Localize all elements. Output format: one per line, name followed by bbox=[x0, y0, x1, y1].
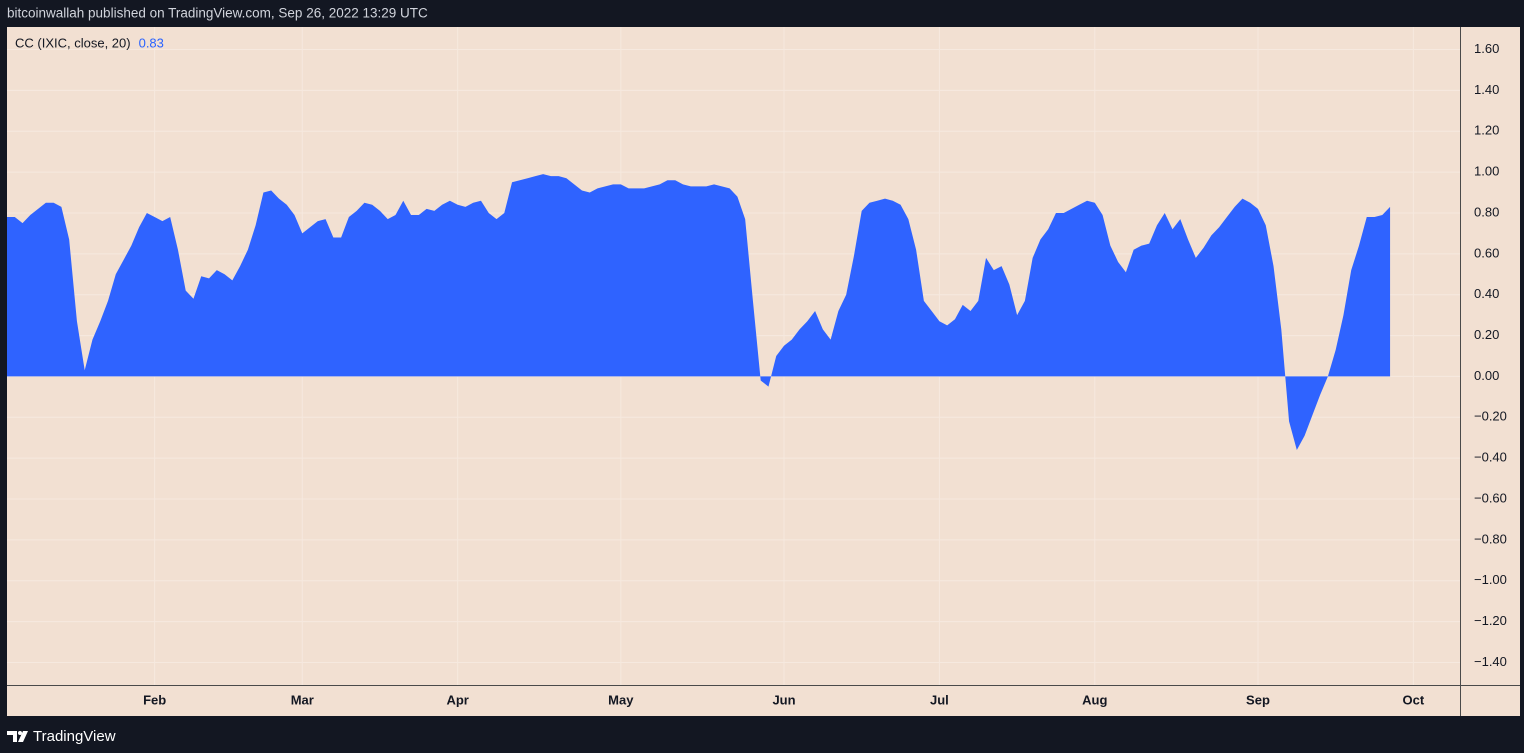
y-tick-label: 1.40 bbox=[1474, 82, 1499, 97]
y-tick-label: 1.60 bbox=[1474, 41, 1499, 56]
y-tick-label: 1.20 bbox=[1474, 123, 1499, 138]
plot bbox=[7, 174, 1391, 450]
y-tick-label: 0.60 bbox=[1474, 245, 1499, 260]
logo-mark bbox=[7, 731, 17, 742]
brand-name: TradingView bbox=[33, 728, 116, 745]
y-tick-label: −1.40 bbox=[1474, 654, 1507, 669]
indicator-value: 0.83 bbox=[139, 35, 164, 50]
y-tick-label: −0.60 bbox=[1474, 490, 1507, 505]
y-tick-label: 0.00 bbox=[1474, 368, 1499, 383]
x-tick-label: Sep bbox=[1246, 692, 1270, 707]
y-tick-label: −0.80 bbox=[1474, 531, 1507, 546]
x-tick-label: Jun bbox=[772, 692, 795, 707]
x-tick-label: Oct bbox=[1403, 692, 1425, 707]
x-tick-label: May bbox=[608, 692, 634, 707]
axes: 1.60 1.40 1.20 1.00 0.80 0.60 0.40 0.20 0.00 −0.2… bbox=[143, 41, 1507, 708]
x-tick-label: Feb bbox=[143, 692, 166, 707]
area bbox=[7, 174, 1391, 450]
x-tick-label: Mar bbox=[291, 692, 314, 707]
x-tick-label: Aug bbox=[1082, 692, 1107, 707]
y-tick-label: −0.20 bbox=[1474, 409, 1507, 424]
logo-dot bbox=[18, 731, 22, 735]
y-tick-label: −1.20 bbox=[1474, 613, 1507, 628]
logo-slash bbox=[18, 731, 28, 742]
y-tick-label: −0.40 bbox=[1474, 450, 1507, 465]
indicator-legend: CC (IXIC, close, 20) bbox=[15, 35, 131, 50]
y-tick-label: −1.00 bbox=[1474, 572, 1507, 587]
y-tick-label: 0.80 bbox=[1474, 204, 1499, 219]
y-tick-label: 1.00 bbox=[1474, 164, 1499, 179]
tradingview-logo bbox=[7, 731, 28, 742]
publish-header: bitcoinwallah published on TradingView.c… bbox=[7, 6, 428, 21]
y-tick-label: 0.40 bbox=[1474, 286, 1499, 301]
y-tick-label: 0.20 bbox=[1474, 327, 1499, 342]
x-tick-label: Apr bbox=[446, 692, 468, 707]
x-tick-label: Jul bbox=[930, 692, 949, 707]
